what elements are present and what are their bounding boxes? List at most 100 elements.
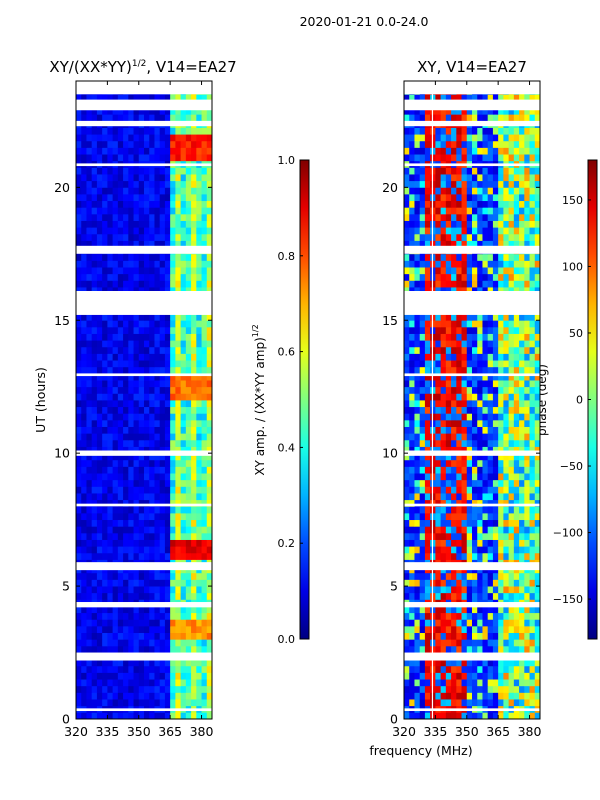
amp-heatmap-cell — [86, 273, 93, 281]
amp-heatmap-cell — [107, 220, 114, 228]
phase-heatmap-cell — [503, 606, 510, 614]
phase-heatmap-cell — [414, 499, 421, 507]
amp-heatmap-cell — [159, 659, 166, 667]
phase-heatmap-cell — [419, 685, 426, 693]
amp-heatmap-cell — [170, 227, 176, 235]
amp-heatmap-cell — [133, 612, 140, 620]
phase-heatmap-cell — [435, 493, 442, 501]
amp-heatmap-cell — [164, 174, 171, 182]
amp-heatmap-cell — [196, 94, 202, 102]
phase-heatmap-cell — [456, 386, 462, 394]
phase-heatmap-cell — [519, 227, 525, 235]
amp-heatmap-cell — [196, 313, 202, 321]
phase-heatmap-cell — [482, 446, 489, 454]
amp-heatmap-cell — [102, 479, 108, 487]
phase-heatmap-cell — [524, 499, 530, 507]
phase-heatmap-cell — [472, 579, 478, 587]
amp-heatmap-cell — [149, 419, 155, 427]
amp-heatmap-cell — [133, 114, 140, 122]
phase-heatmap-cell — [404, 692, 410, 700]
phase-heatmap-cell — [524, 174, 530, 182]
phase-heatmap-cell — [482, 659, 489, 667]
phase-heatmap-cell — [472, 260, 478, 268]
phase-heatmap-cell — [472, 486, 478, 494]
amp-heatmap-cell — [96, 453, 103, 461]
amp-heatmap-cell — [206, 586, 213, 594]
phase-heatmap-cell — [409, 107, 415, 115]
amp-heatmap-cell — [117, 439, 124, 447]
phase-heatmap-cell — [404, 586, 410, 594]
amp-heatmap-cell — [91, 386, 98, 394]
phase-heatmap-cell — [513, 267, 520, 275]
amp-heatmap-cell — [201, 193, 208, 202]
amp-heatmap-cell — [164, 406, 171, 414]
amp-heatmap-cell — [128, 154, 134, 162]
phase-heatmap-cell — [498, 592, 504, 600]
amp-heatmap-cell — [191, 685, 197, 693]
amp-heatmap-cell — [112, 340, 119, 348]
phase-heatmap-cell — [534, 519, 541, 527]
phase-heatmap-cell — [445, 207, 452, 215]
amp-heatmap-cell — [107, 340, 114, 348]
amp-heatmap-cell — [159, 519, 166, 527]
phase-heatmap-cell — [534, 679, 541, 687]
amp-heatmap-cell — [76, 453, 82, 461]
amp-heatmap-cell — [201, 273, 208, 281]
phase-heatmap-cell — [534, 579, 541, 587]
amp-heatmap-cell — [206, 373, 213, 381]
phase-heatmap-cell — [456, 672, 462, 680]
phase-heatmap-cell — [435, 586, 442, 594]
amp-heatmap-cell — [102, 499, 108, 507]
phase-heatmap-cell — [461, 393, 468, 401]
phase-heatmap-cell — [519, 625, 525, 634]
phase-heatmap-cell — [472, 639, 478, 647]
amp-heatmap-cell — [196, 340, 202, 348]
amp-heatmap-cell — [149, 439, 155, 447]
amp-heatmap-cell — [159, 114, 166, 122]
amp-heatmap-cell — [96, 180, 103, 188]
amp-heatmap-cell — [170, 466, 176, 474]
amp-heatmap-cell — [107, 632, 114, 640]
amp-heatmap-cell — [133, 393, 140, 401]
phase-heatmap-cell — [472, 207, 478, 215]
amp-heatmap-cell — [76, 207, 82, 215]
amp-heatmap-cell — [123, 672, 129, 680]
phase-heatmap-cell — [472, 220, 478, 228]
phase-heatmap-cell — [534, 493, 541, 501]
phase-heatmap-cell — [503, 273, 510, 281]
amp-heatmap-cell — [185, 353, 192, 361]
phase-heatmap-cell — [472, 393, 478, 401]
amp-heatmap-cell — [133, 366, 140, 374]
phase-heatmap-cell — [492, 712, 499, 720]
phase-heatmap-cell — [419, 200, 426, 208]
phase-heatmap-cell — [492, 340, 499, 348]
phase-heatmap-cell — [487, 267, 494, 275]
amp-heatmap-cell — [175, 366, 182, 374]
phase-heatmap-cell — [451, 360, 457, 368]
amp-heatmap-cell — [102, 140, 108, 148]
amp-heatmap-cell — [138, 393, 145, 401]
phase-heatmap-cell — [404, 333, 410, 341]
amp-heatmap-cell — [117, 280, 124, 288]
phase-heatmap-cell — [498, 426, 504, 434]
phase-heatmap-cell — [414, 665, 421, 673]
amp-heatmap-cell — [107, 712, 114, 720]
amp-heatmap-cell — [191, 180, 197, 188]
phase-heatmap-cell — [529, 386, 536, 394]
phase-heatmap-cell — [424, 227, 431, 235]
amp-heatmap-cell — [112, 366, 119, 374]
phase-heatmap-cell — [409, 233, 415, 241]
phase-heatmap-cell — [424, 552, 431, 560]
phase-heatmap-cell — [435, 240, 442, 248]
phase-heatmap-cell — [414, 612, 421, 620]
amp-heatmap-cell — [154, 639, 161, 647]
amp-heatmap-cell — [86, 506, 93, 514]
phase-heatmap-cell — [409, 253, 415, 261]
phase-heatmap-cell — [404, 639, 410, 647]
phase-heatmap-cell — [466, 386, 473, 394]
amp-heatmap-cell — [112, 406, 119, 414]
amp-heatmap-cell — [107, 619, 114, 627]
amp-heatmap-cell — [128, 366, 134, 374]
amp-heatmap-cell — [123, 639, 129, 647]
phase-heatmap-cell — [508, 473, 515, 481]
